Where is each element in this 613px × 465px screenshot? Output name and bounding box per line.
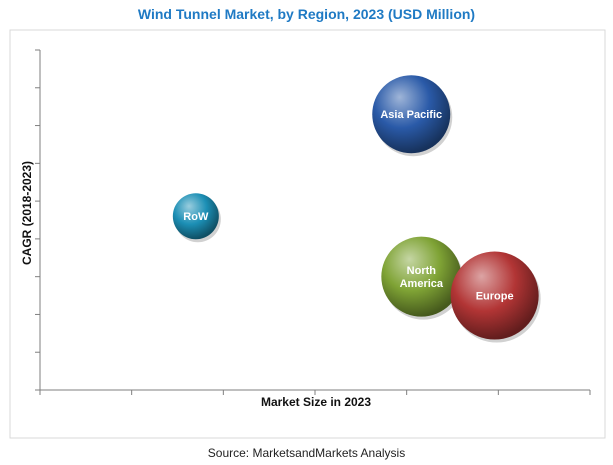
bubble-mark [450,251,539,340]
x-axis-label: Market Size in 2023 [261,395,371,409]
bubble-label: North [407,265,437,277]
bubble-row: RoW [172,193,221,243]
bubble-label: Asia Pacific [380,109,442,121]
bubble-mark [372,75,451,154]
axes [35,49,591,395]
bubble-label: America [400,278,444,290]
bubble-mark [172,193,219,240]
source-note: Source: MarketsandMarkets Analysis [207,446,406,460]
bubble-mark [381,236,462,317]
y-axis-label: CAGR (2018-2023) [20,161,34,265]
chart-title: Wind Tunnel Market, by Region, 2023 (USD… [137,6,476,22]
bubble-label: Europe [476,291,514,303]
bubble-asia-pacific: Asia Pacific [372,75,453,157]
bubble-europe: Europe [450,251,541,343]
chart-frame [9,29,606,439]
bubble-label: RoW [183,211,209,223]
